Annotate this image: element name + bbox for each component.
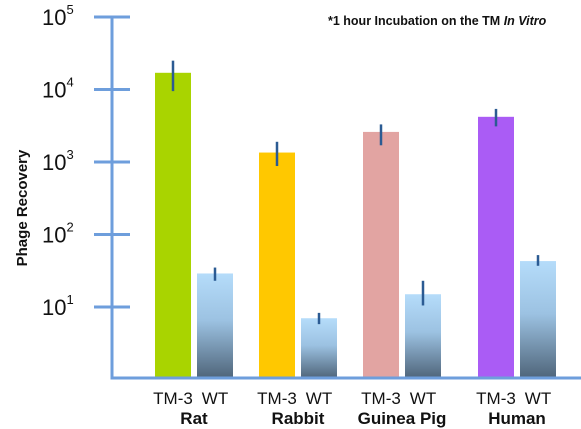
y-tick-label: 104 [42,75,74,103]
bar-rat-tm-3 [155,72,191,378]
x-tick-label-tm-3: TM-3 [153,389,193,408]
bar-guinea-pig-wt [405,294,441,378]
x-tick-label-tm-3: TM-3 [361,389,401,408]
error-bars-layer [171,60,540,325]
x-tick-label-wt: WT [306,389,332,408]
group-label-guinea-pig: Guinea Pig [358,409,447,428]
x-tick-label-tm-3: TM-3 [476,389,516,408]
y-tick-labels: 101 102 103 104 105 [42,2,74,320]
bar-human-wt [520,261,556,378]
bar-human-tm-3 [478,116,514,378]
axes-layer [94,15,581,380]
bar-rabbit-wt [301,318,337,378]
bar-guinea-pig-tm-3 [363,131,399,378]
group-label-rat: Rat [180,409,208,428]
group-label-rabbit: Rabbit [272,409,325,428]
y-tick-label: 105 [42,2,74,30]
x-tick-label-tm-3: TM-3 [257,389,297,408]
x-tick-label-wt: WT [410,389,436,408]
y-axis-label: Phage Recovery [14,149,31,266]
bar-rat-wt [197,273,233,378]
bars-layer [155,72,556,378]
y-tick-label: 103 [42,147,74,175]
x-tick-label-wt: WT [202,389,228,408]
bar-rabbit-tm-3 [259,152,295,378]
y-tick-label: 102 [42,220,74,248]
y-tick-label: 101 [42,292,74,320]
annotation: *1 hour Incubation on the TM In Vitro [328,14,547,28]
group-label-human: Human [488,409,546,428]
x-tick-label-wt: WT [525,389,551,408]
